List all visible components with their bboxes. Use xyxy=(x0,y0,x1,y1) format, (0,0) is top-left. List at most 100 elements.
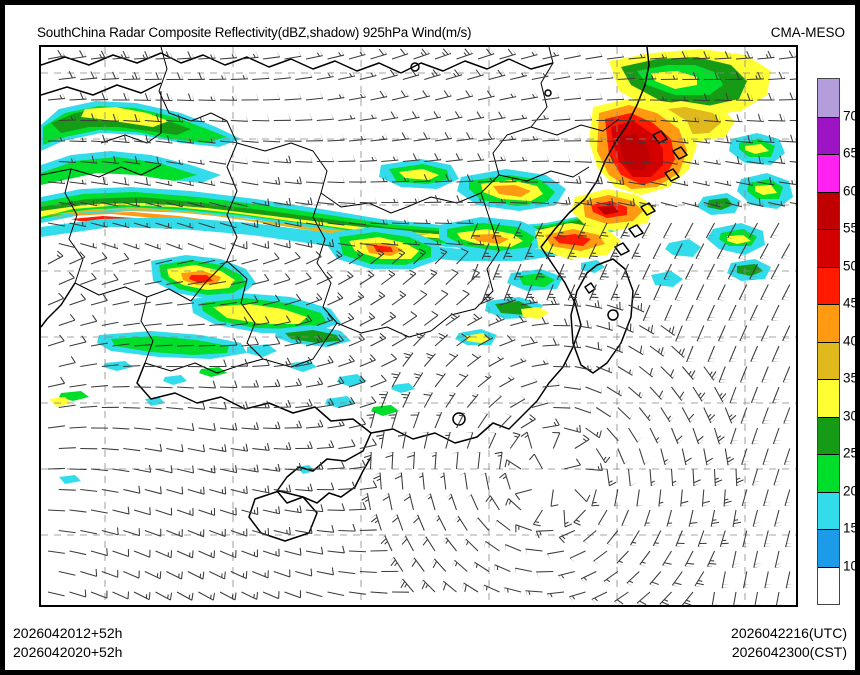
wind-barb xyxy=(578,263,588,281)
wind-barb xyxy=(273,315,291,327)
wind-barb xyxy=(273,197,292,206)
colorbar-block-25to30 xyxy=(818,416,839,454)
wind-barb xyxy=(739,325,749,342)
wind-barb xyxy=(532,509,543,527)
wind-barb xyxy=(617,71,635,81)
wind-barb xyxy=(305,461,324,470)
wind-barb xyxy=(80,71,98,81)
reflectivity-colorbar[interactable] xyxy=(817,78,840,605)
wind-barb xyxy=(348,459,367,470)
wind-barb xyxy=(198,259,216,265)
wind-barb xyxy=(675,325,685,342)
wind-barb xyxy=(627,468,637,486)
wind-barb xyxy=(503,284,513,301)
wind-barb xyxy=(682,72,700,81)
wind-barb xyxy=(80,363,98,368)
wind-barb xyxy=(69,293,86,306)
wind-barb xyxy=(166,323,184,327)
wind-barb xyxy=(295,314,313,327)
wind-barb xyxy=(649,468,659,486)
wind-barb xyxy=(69,49,87,60)
wind-barb xyxy=(133,301,151,306)
wind-barb xyxy=(735,93,754,101)
wind-barb xyxy=(761,366,771,383)
wind-barb xyxy=(230,71,248,81)
wind-barb xyxy=(262,548,280,557)
wind-barb xyxy=(424,493,436,511)
footer-init-utc: 2026042012+52h xyxy=(13,625,123,642)
wind-barb xyxy=(402,311,418,326)
wind-barb xyxy=(273,155,292,164)
wind-barb xyxy=(123,570,140,579)
wind-barb xyxy=(638,448,651,465)
wind-barb xyxy=(316,355,334,368)
wind-barb xyxy=(671,345,687,358)
wind-barb xyxy=(749,304,760,322)
colorbar-block-45to50 xyxy=(818,266,839,304)
wind-barb xyxy=(768,113,786,122)
wind-barb xyxy=(209,486,227,495)
wind-barb xyxy=(284,91,302,101)
wind-barb xyxy=(556,222,566,240)
radar-map-canvas[interactable] xyxy=(41,47,796,605)
wind-barb xyxy=(477,412,488,429)
wind-barb xyxy=(434,174,452,183)
wind-barb xyxy=(402,269,417,285)
wind-barb xyxy=(582,530,597,546)
wind-barb xyxy=(413,248,427,265)
wind-barb xyxy=(241,337,259,347)
wind-barb xyxy=(781,284,791,301)
map-plot-area[interactable]: 31N 29N 27N 25N 23N 21N 19N 17N 15N 106E… xyxy=(39,45,798,607)
wind-barb xyxy=(628,50,646,60)
wind-barb xyxy=(402,68,420,81)
wind-barb xyxy=(505,544,522,553)
wind-barb xyxy=(606,177,625,185)
wind-barb xyxy=(133,591,151,601)
wind-barb xyxy=(187,323,205,327)
wind-barb xyxy=(316,70,334,81)
wind-barb xyxy=(771,304,781,322)
footer-init-cst: 2026042020+52h xyxy=(13,644,123,661)
wind-barb xyxy=(644,509,653,527)
wind-barb xyxy=(80,240,97,249)
wind-barb xyxy=(510,394,526,408)
wind-barb xyxy=(760,284,770,301)
wind-barb xyxy=(424,68,441,81)
wind-barb xyxy=(381,311,397,326)
wind-barb xyxy=(370,48,387,60)
colorbar-block-50to55 xyxy=(818,229,839,267)
wind-barb xyxy=(252,358,270,368)
wind-barb xyxy=(370,216,388,225)
wind-barb xyxy=(520,90,538,101)
wind-barb xyxy=(295,155,313,163)
wind-barb xyxy=(520,414,536,429)
wind-barb xyxy=(370,90,388,101)
wind-barb xyxy=(574,112,592,122)
wind-barb xyxy=(316,482,335,491)
wind-barb xyxy=(209,444,227,453)
wind-barb xyxy=(273,399,292,409)
wind-barb xyxy=(391,132,409,142)
colorbar-block-10to15 xyxy=(818,529,839,567)
wind-barb xyxy=(520,132,538,142)
wind-barb xyxy=(596,407,613,418)
wind-barb xyxy=(413,290,428,306)
wind-barb xyxy=(209,241,226,250)
wind-barb xyxy=(666,509,675,527)
wind-barb xyxy=(359,270,375,285)
wind-barb xyxy=(187,401,206,410)
wind-barb xyxy=(80,405,98,409)
wind-barb xyxy=(471,263,481,280)
colorbar-block-40to45 xyxy=(818,304,839,342)
wind-barb xyxy=(783,407,793,424)
wind-barb xyxy=(69,134,87,143)
wind-barb xyxy=(284,251,301,265)
wind-barb xyxy=(327,418,345,429)
wind-barb xyxy=(724,448,735,466)
wind-barb xyxy=(133,344,151,347)
wind-barb xyxy=(456,47,473,60)
wind-barb xyxy=(681,407,696,423)
colorbar-tick-55: 55 xyxy=(843,220,859,236)
wind-barb xyxy=(123,485,141,494)
wind-barb xyxy=(58,271,75,285)
